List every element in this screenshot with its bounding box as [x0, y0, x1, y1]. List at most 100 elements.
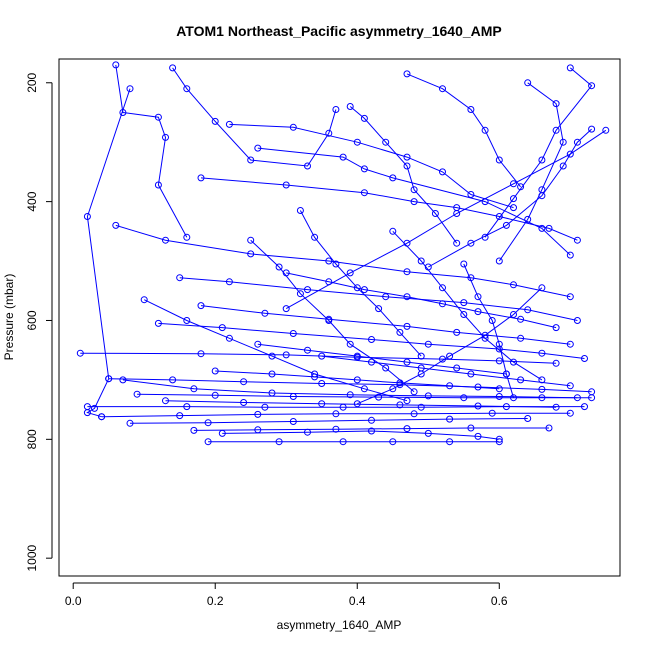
series-line-9 [200, 305, 571, 345]
data-point [538, 224, 546, 232]
data-point [126, 419, 134, 427]
series-line-3 [229, 123, 514, 209]
data-point [559, 138, 567, 146]
series-line-30 [392, 230, 543, 381]
data-point [275, 263, 283, 271]
data-point [588, 394, 596, 402]
series-line-32 [286, 272, 557, 329]
data-point [162, 133, 169, 141]
data-point [389, 385, 397, 393]
data-point [183, 85, 191, 93]
data-point [282, 305, 290, 313]
data-point [83, 213, 91, 220]
data-point [105, 375, 113, 383]
y-tick-label: 200 [25, 72, 39, 92]
data-point [410, 388, 418, 396]
data-point [474, 402, 482, 410]
data-point [368, 416, 375, 424]
data-point [446, 382, 454, 390]
series-line-27 [250, 239, 415, 393]
data-point [566, 382, 574, 390]
series-line-31 [357, 287, 543, 405]
data-point [133, 390, 141, 398]
data-point [403, 153, 411, 161]
data-point [389, 174, 397, 182]
data-point [296, 290, 304, 298]
series-group [76, 61, 610, 446]
data-point [446, 415, 454, 423]
data-point [559, 162, 567, 170]
data-point [588, 82, 596, 90]
series-layer [76, 61, 610, 446]
data-point [417, 257, 425, 265]
data-point [112, 221, 120, 229]
y-tick-label: 1000 [25, 545, 39, 572]
data-point [240, 399, 248, 406]
data-point [474, 293, 482, 301]
data-point [467, 106, 475, 113]
data-point [474, 432, 482, 440]
data-point [460, 311, 468, 318]
data-point [488, 317, 496, 324]
series-line-33 [215, 370, 500, 390]
data-point [254, 144, 262, 152]
data-point [538, 156, 546, 164]
data-point [282, 269, 290, 277]
data-point [211, 117, 219, 125]
data-point [517, 334, 525, 342]
data-point [375, 393, 383, 401]
data-point [368, 427, 375, 435]
data-point [403, 268, 411, 276]
data-point [218, 429, 226, 437]
data-point [552, 324, 560, 332]
series-line-8 [158, 322, 585, 359]
data-point [332, 260, 340, 268]
series-line-35 [321, 355, 571, 387]
data-point [460, 394, 468, 402]
data-point [169, 376, 177, 384]
data-point [389, 438, 397, 446]
data-point [382, 364, 390, 372]
data-point [154, 113, 162, 121]
data-point [510, 358, 517, 366]
series-line-17 [193, 427, 549, 431]
data-point [403, 397, 411, 405]
data-point [275, 438, 283, 446]
data-point [360, 286, 368, 294]
data-point [304, 428, 311, 436]
series-line-11 [108, 378, 592, 393]
data-point [417, 352, 425, 360]
data-point [566, 150, 574, 158]
data-point [325, 129, 333, 137]
series-line-23 [498, 82, 564, 262]
data-point [573, 236, 581, 244]
data-point [183, 317, 191, 324]
data-point [353, 400, 361, 408]
data-point [552, 403, 560, 411]
data-point [389, 227, 397, 235]
data-point [119, 376, 127, 384]
data-point [446, 352, 454, 360]
data-point [346, 340, 354, 348]
data-point [382, 293, 390, 301]
data-point [112, 61, 120, 69]
data-point [91, 404, 98, 412]
data-point [453, 328, 461, 336]
data-point [495, 438, 503, 446]
data-point [453, 239, 461, 247]
data-point [403, 425, 411, 433]
data-point [382, 138, 390, 146]
x-tick-label: 0.2 [207, 594, 224, 608]
data-point [190, 385, 198, 393]
data-point [502, 221, 510, 229]
series-line-19 [222, 430, 500, 440]
data-point [545, 424, 553, 432]
data-point [439, 284, 446, 292]
data-point [83, 403, 91, 411]
data-point [318, 352, 326, 360]
series-line-34 [165, 400, 557, 408]
data-point [495, 385, 503, 393]
data-point [495, 156, 503, 164]
data-point [304, 346, 311, 354]
data-point [282, 351, 290, 359]
